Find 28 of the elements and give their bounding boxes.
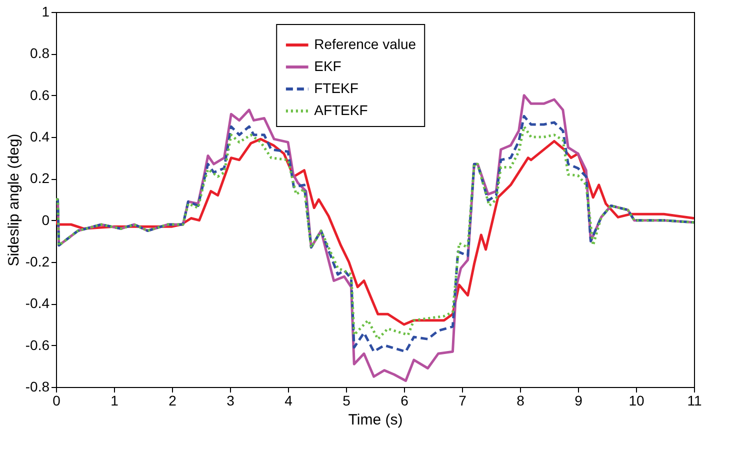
y-tick-label: -0.6 (25, 336, 50, 353)
y-tick-label: 0 (42, 212, 50, 228)
x-tick-label: 6 (400, 392, 409, 408)
x-tick-label: 4 (284, 392, 293, 408)
y-tick-label: 1 (42, 4, 50, 20)
y-tick-label: 0.6 (30, 86, 50, 103)
x-tick-label: 5 (342, 392, 351, 408)
x-tick-label: 1 (110, 392, 119, 408)
y-tick-label: 0.4 (30, 128, 50, 144)
x-tick-label: 7 (458, 392, 467, 408)
y-tick-label: -0.4 (25, 295, 50, 312)
legend-label: Reference value (314, 36, 416, 52)
x-tick-label: 3 (226, 392, 235, 408)
legend-label: AFTEKF (314, 102, 368, 118)
legend-label: EKF (314, 58, 342, 74)
x-tick-label: 10 (628, 392, 644, 408)
y-tick-label: -0.2 (25, 254, 50, 270)
x-tick-label: 2 (168, 392, 177, 408)
y-tick-label: 0.2 (30, 170, 50, 186)
x-tick-label: 8 (516, 392, 525, 408)
legend-label: FTEKF (314, 80, 358, 96)
x-tick-label: 0 (52, 392, 61, 408)
x-axis-title: Time (s) (348, 412, 403, 428)
y-axis-title: Sideslip angle (deg) (5, 134, 22, 266)
y-tick-label: 0.8 (30, 45, 50, 62)
x-tick-label: 9 (574, 392, 583, 408)
y-tick-label: -0.8 (25, 378, 50, 394)
x-tick-label: 11 (687, 392, 702, 408)
